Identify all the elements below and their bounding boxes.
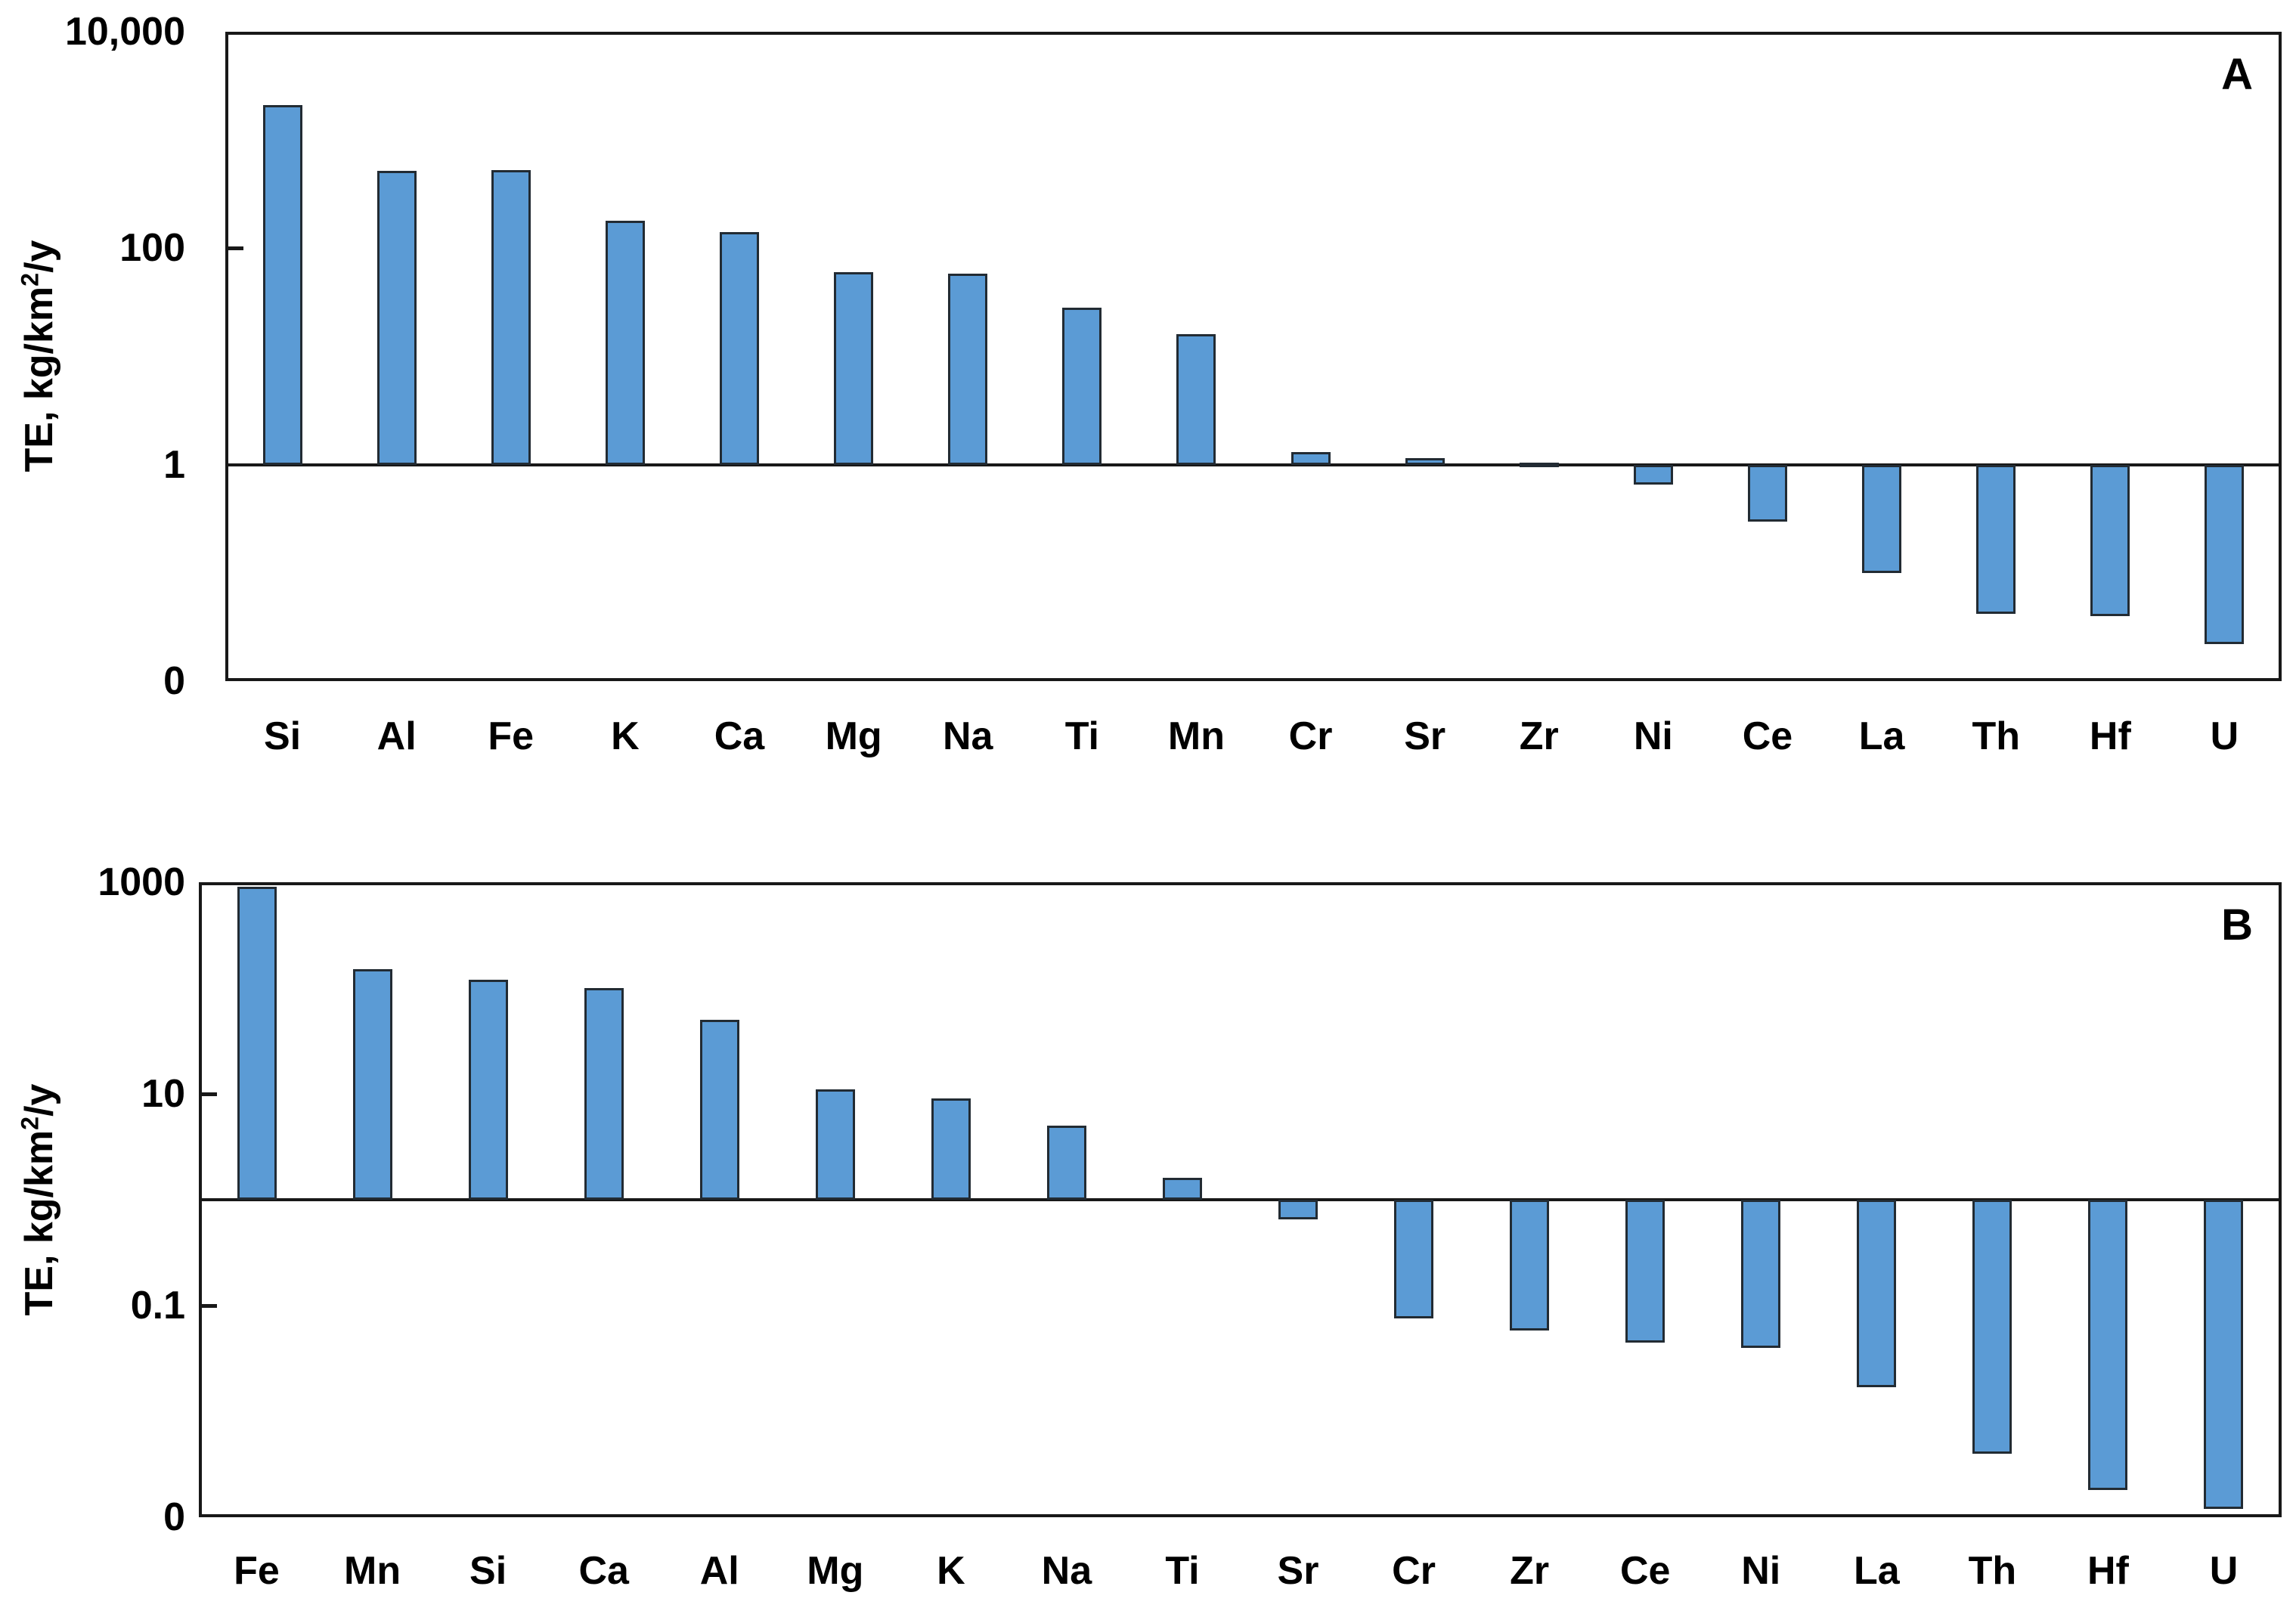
bar-ni [1741,1200,1781,1348]
panel-b-x-tick-label: Cr [1392,1549,1436,1593]
panel-a-label: A [2221,50,2253,99]
panel-a-x-tick-label: La [1858,714,1905,758]
panel-a-y-tick-label: 0 [163,659,185,703]
panel-a-x-tick-label: Zr [1519,714,1559,758]
bar-zr [1519,462,1559,467]
panel-b-x-tick-label: Si [469,1549,507,1593]
bar-k [605,220,645,465]
bar-ti [1062,308,1102,465]
panel-b-x-tick-label: Th [1968,1549,2017,1593]
panel-b-label: B [2221,900,2253,950]
panel-b-x-tick-label: Hf [2087,1549,2129,1593]
y-axis-title-superscript: 2 [16,1116,44,1130]
panel-b-x-tick-label: U [2209,1549,2239,1593]
panel-a-x-tick-label: Th [1972,714,2020,758]
panel-a-x-tick-label: Na [942,714,993,758]
panel-b-x-tick-label: Mn [344,1549,401,1593]
bar-th [1976,464,2016,614]
panel-b-x-tick-label: Ni [1741,1549,1781,1593]
bar-fe [491,169,531,465]
panel-a-x-tick-label: Mg [825,714,882,758]
bar-mg [834,272,874,465]
panel-b-x-tick-label: Sr [1277,1549,1319,1593]
bar-fe [237,887,277,1200]
panel-b-x-tick-label: Ca [578,1549,629,1593]
panel-a-y-tick-mark [228,246,243,250]
bar-ce [1625,1200,1665,1343]
bar-sr [1278,1200,1318,1220]
y-axis-title-superscript: 2 [16,272,44,287]
panel-b-x-tick-label: La [1853,1549,1900,1593]
panel-a-x-tick-label: Al [376,714,417,758]
bar-cr [1394,1200,1434,1319]
panel-b-x-tick-label: Fe [234,1549,280,1593]
bar-hf [2090,464,2130,616]
bar-u [2204,1200,2244,1509]
panel-b-y-tick-label: 0 [163,1495,185,1539]
panel-b-x-tick-label: Ti [1165,1549,1200,1593]
bar-u [2205,464,2245,644]
panel-a-plot-area: A [225,32,2282,681]
panel-b-y-tick-label: 1000 [98,860,185,904]
panel-a-x-tick-label: Ti [1064,714,1099,758]
bar-ca [584,988,624,1200]
bar-ce [1748,464,1787,522]
panel-b-y-tick-label: 0.1 [130,1284,185,1327]
panel-b-x-tick-label: K [937,1549,965,1593]
panel-b-x-tick-label: Mg [807,1549,864,1593]
bar-zr [1510,1200,1550,1331]
panel-b-y-tick-label: 10 [141,1072,185,1116]
bar-na [948,274,988,465]
bar-cr [1291,452,1331,465]
bar-ca [720,232,759,465]
panel-a-baseline [225,463,2282,466]
panel-a-x-tick-label: Fe [488,714,534,758]
panel-a-y-tick-label: 10,000 [64,10,185,54]
bar-mn [1176,334,1216,465]
bar-th [1972,1200,2012,1454]
bar-k [931,1098,971,1200]
panel-a-y-tick-label: 1 [163,442,185,487]
panel-a-x-tick-label: U [2210,714,2239,758]
bar-al [699,1020,739,1200]
panel-a-x-tick-label: Si [263,714,302,758]
bar-ni [1633,464,1673,485]
bar-hf [2088,1200,2128,1491]
panel-a-x-tick-label: Hf [2089,714,2131,758]
panel-b-x-tick-label: Zr [1510,1549,1550,1593]
bar-si [262,105,302,465]
bar-mn [352,969,392,1200]
panel-b-y-tick-mark [202,1092,217,1096]
y-axis-title-text: TE, kg/km [17,286,61,472]
panel-b-baseline [199,1198,2282,1201]
panel-a-x-tick-label: Ce [1742,714,1793,758]
panel-b-y-tick-mark [202,1303,217,1308]
bar-la [1862,464,1902,573]
bar-mg [815,1089,855,1200]
panel-b-x-tick-label: Na [1041,1549,1092,1593]
bar-ti [1162,1178,1202,1200]
panel-a-x-tick-label: Ca [714,714,765,758]
panel-b-x-tick-label: Ce [1619,1549,1671,1593]
bar-na [1046,1126,1086,1200]
bar-al [376,170,417,465]
panel-a-x-tick-label: Sr [1404,714,1446,758]
bar-si [468,979,508,1200]
panel-a-x-tick-label: K [611,714,640,758]
bar-la [1857,1200,1897,1387]
panel-a-x-tick-label: Mn [1167,714,1225,758]
panel-b-x-tick-label: Al [699,1549,739,1593]
panel-a-x-tick-label: Ni [1633,714,1673,758]
panel-a-x-tick-label: Cr [1288,714,1333,758]
panel-a-y-tick-label: 100 [119,226,185,271]
bar-sr [1405,457,1445,465]
